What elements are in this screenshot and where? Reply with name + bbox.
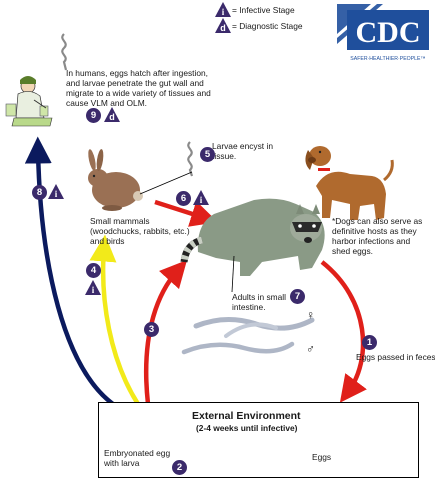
step-9-badge: 9	[86, 108, 101, 123]
rabbit-illustration	[88, 149, 143, 211]
stage-mark-i: i	[92, 285, 95, 295]
cdc-logo: CDC SAFER·HEALTHIER·PEOPLE™	[337, 4, 431, 64]
env-title: External Environment	[192, 410, 301, 422]
male-symbol: ♂	[306, 342, 315, 356]
arrow-mammal-to-raccoon	[154, 199, 218, 227]
infective-stage-icon-step4: i	[85, 280, 101, 295]
dogs-note: *Dogs can also serve as definitive hosts…	[332, 216, 423, 256]
pointer-adults-to-raccoon	[231, 255, 235, 293]
legend-diagnostic-label: = Diagnostic Stage	[232, 21, 303, 31]
human-child-illustration	[5, 76, 53, 127]
larva-encysted	[187, 141, 194, 177]
dog-illustration	[305, 146, 394, 220]
external-environment-box	[98, 402, 419, 478]
infective-stage-icon-step8: i	[48, 184, 64, 199]
small-mammals-text: Small mammals (woodchucks, rabbits, etc.…	[90, 216, 190, 246]
stage-mark-d: d	[109, 112, 115, 122]
eggs-label: Eggs	[312, 452, 332, 462]
step-6-badge: 6	[176, 191, 191, 206]
stage-mark-i: i	[55, 189, 58, 199]
pointer-larva-to-rabbit	[139, 171, 193, 195]
legend-infective-label: = Infective Stage	[232, 5, 295, 15]
eggs-passed-text: Eggs passed in feces	[356, 352, 435, 362]
larva-human	[61, 33, 68, 71]
env-subtitle: (2-4 weeks until infective)	[196, 423, 298, 433]
step-1-badge: 1	[362, 335, 377, 350]
cdc-logo-text: CDC	[356, 16, 421, 49]
adult-worm-male	[181, 341, 295, 355]
humans-description: In humans, eggs hatch after ingestion, a…	[66, 68, 211, 108]
adult-worm-female-2	[224, 322, 278, 338]
step-4-badge: 4	[86, 263, 101, 278]
raccoon-illustration	[180, 198, 325, 276]
step-3-badge: 3	[144, 322, 159, 337]
arrow-egg-to-small-mammals	[89, 234, 140, 406]
larvae-encyst-text: Larvae encyst in tissue.	[212, 141, 273, 161]
adults-text: Adults in small intestine.	[232, 292, 286, 312]
cdc-tagline: SAFER·HEALTHIER·PEOPLE™	[350, 56, 425, 62]
infective-stage-icon: i	[215, 2, 231, 17]
legend-infective-symbol: i	[222, 7, 225, 17]
diagnostic-stage-icon-step9: d	[104, 107, 120, 122]
step-7-badge: 7	[290, 289, 305, 304]
legend-diagnostic-symbol: d	[220, 23, 226, 33]
diagnostic-stage-icon: d	[215, 18, 231, 33]
step-8-badge: 8	[32, 185, 47, 200]
female-symbol: ♀	[306, 308, 315, 322]
stage-mark-i: i	[200, 195, 203, 205]
infective-stage-icon-step6: i	[193, 190, 209, 205]
embryonated-egg-text: Embryonated egg with larva	[104, 448, 171, 468]
arrow-raccoon-to-eggs	[320, 260, 367, 403]
step-5-badge: 5	[200, 147, 215, 162]
arrow-egg-to-raccoon	[143, 259, 188, 405]
step-2-badge: 2	[172, 460, 187, 475]
